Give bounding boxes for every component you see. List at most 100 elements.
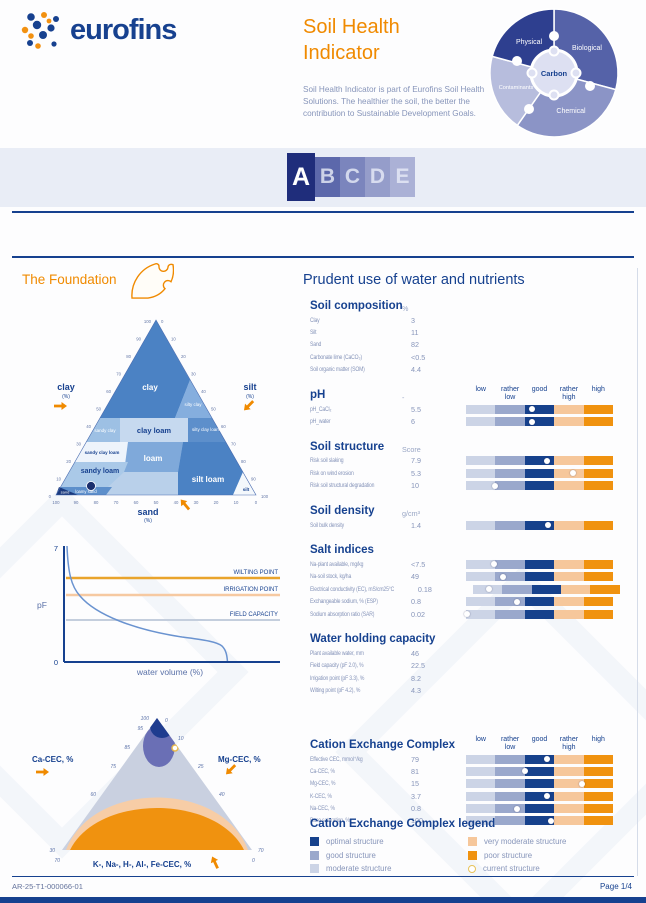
svg-text:silt: silt xyxy=(243,487,250,492)
data-row: Exchangeable sodium, % (ESP) 0.8 xyxy=(303,595,643,607)
data-row: Risk on wind erosion 5.3 xyxy=(303,467,643,479)
row-value: 4.3 xyxy=(411,686,421,696)
current-value-dot xyxy=(543,457,550,464)
bar-segment xyxy=(466,559,496,569)
y-max-tick: 7 xyxy=(54,544,58,553)
bar-segment xyxy=(524,572,555,582)
bar-segment xyxy=(583,481,614,491)
cec-current-structure-dot xyxy=(171,744,179,752)
row-label: Mg-CEC, % xyxy=(310,780,336,788)
legend-item: current structure xyxy=(468,862,626,876)
axis-tick: 30 xyxy=(49,848,55,854)
data-row: Soil bulk density 1.4 xyxy=(303,519,643,531)
svg-text:loamy sand: loamy sand xyxy=(75,489,97,494)
bar-segment xyxy=(495,404,525,414)
bar-segment xyxy=(554,791,584,801)
section-title: pH xyxy=(310,388,326,401)
section-title: Soil structure xyxy=(310,440,385,453)
divider-line xyxy=(12,211,634,213)
row-value: 46 xyxy=(411,648,419,658)
bar-segment xyxy=(531,584,562,594)
data-row: K-CEC, % 3.7 xyxy=(303,790,643,802)
bar-segment xyxy=(554,609,584,619)
bar-segment xyxy=(554,481,584,491)
current-structure-dot-icon xyxy=(468,864,476,873)
scale-header-cell: good xyxy=(531,736,548,744)
section-title: Soil composition xyxy=(310,300,403,312)
indicator-bar xyxy=(466,766,614,776)
row-value: 11 xyxy=(411,328,419,338)
axis-tick: 10 xyxy=(171,337,176,342)
axis-tick: 20 xyxy=(214,500,219,505)
scale-header-cell: rather low xyxy=(500,386,520,402)
indicator-bar xyxy=(464,609,614,619)
data-row: Risk soil structural degradation 10 xyxy=(303,480,643,492)
cec-triangle-chart: Ca-CEC, % Mg-CEC, % K-, Na-, H-, Al-, Fe… xyxy=(32,716,264,870)
axis-tick: 60 xyxy=(106,389,111,394)
scale-header-cell: rather low xyxy=(500,736,520,751)
row-value: 4.4 xyxy=(411,365,421,375)
page-number: Page 1/4 xyxy=(599,882,632,891)
axis-tick: 90 xyxy=(251,477,256,482)
row-value: 1.4 xyxy=(411,520,421,530)
bar-segment xyxy=(466,791,496,801)
row-label: Base saturation, % xyxy=(310,817,350,825)
y-axis-label: pF xyxy=(37,600,47,610)
data-row: Soil organic matter (SOM) 4.4 xyxy=(303,364,643,376)
section-title: Water holding capacity xyxy=(310,633,436,646)
indicator-bar xyxy=(466,791,614,801)
indicator-bar xyxy=(466,572,614,582)
axis-tick: 100 xyxy=(141,716,150,722)
bar-segment xyxy=(466,779,496,789)
region-sand xyxy=(56,487,78,495)
row-label: Sand xyxy=(310,341,322,349)
cec-zone-optimal xyxy=(150,718,174,738)
axis-tick: 20 xyxy=(181,354,186,359)
section-salt-indices: Salt indices Na-plant available, mg/kg <7.… xyxy=(303,540,643,620)
legend-label: moderate structure xyxy=(326,864,392,874)
bar-segment xyxy=(466,456,496,466)
wheel-label-physical: Physical xyxy=(516,39,543,46)
axis-label-silt: silt xyxy=(243,382,256,392)
row-label: pH_water xyxy=(310,418,331,426)
row-label: Electrical conductivity (EC), mS/cm25°C xyxy=(310,585,395,593)
bar-segment xyxy=(524,816,555,826)
data-row: Na-CEC, % 0.8 xyxy=(303,802,643,814)
current-value-dot xyxy=(464,611,471,618)
axis-tick: 70 xyxy=(54,858,60,864)
bar-segment xyxy=(495,468,525,478)
report-reference-number: AR-25-T1-000066-01 xyxy=(12,882,83,891)
bar-segment xyxy=(495,816,525,826)
bar-segment xyxy=(583,609,614,619)
data-row: Base saturation, % 100 xyxy=(303,815,643,827)
legend-label: current structure xyxy=(483,864,540,874)
axis-tick: 70 xyxy=(258,848,264,854)
bar-segment xyxy=(524,597,555,607)
bar-segment xyxy=(524,417,555,427)
svg-text:clay: clay xyxy=(142,383,158,392)
axis-tick: 75 xyxy=(110,764,116,770)
row-label: Soil bulk density xyxy=(310,521,344,529)
current-value-dot xyxy=(499,573,506,580)
svg-text:loam: loam xyxy=(144,454,163,463)
indicator-bar xyxy=(466,481,614,491)
row-value: 0.02 xyxy=(411,609,425,619)
wheel-label-carbon: Carbon xyxy=(541,69,568,78)
row-value: 8.2 xyxy=(411,673,421,683)
scale-header-cell: good xyxy=(531,386,548,394)
legend-item: very moderate structure xyxy=(468,835,626,849)
axis-tick: 40 xyxy=(174,500,179,505)
legend-label: very moderate structure xyxy=(484,837,567,847)
bar-segment xyxy=(466,404,496,414)
bar-segment xyxy=(583,597,614,607)
sand-axis-arrow-icon xyxy=(177,496,193,512)
indicator-bar xyxy=(472,584,620,594)
eurofins-logo: eurofins xyxy=(18,10,177,50)
axis-tick: 60 xyxy=(134,500,139,505)
cec-bottom-axis-label: K-, Na-, H-, Al-, Fe-CEC, % xyxy=(93,860,191,869)
bar-segment xyxy=(524,766,555,776)
axis-tick: 70 xyxy=(116,372,121,377)
bar-segment xyxy=(495,456,525,466)
section-title: Salt indices xyxy=(310,544,374,557)
legend-item: moderate structure xyxy=(310,862,468,876)
